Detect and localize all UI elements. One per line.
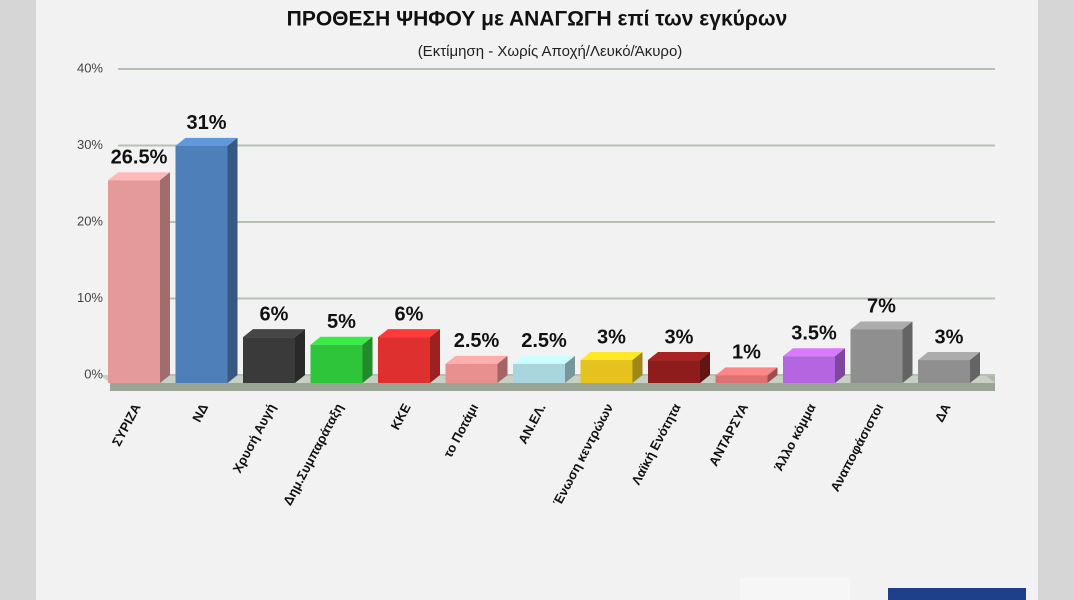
bar-side	[700, 352, 710, 383]
value-label: 26.5%	[111, 147, 168, 169]
bar-top	[580, 352, 643, 361]
bar-side	[497, 355, 508, 383]
value-label: 6%	[260, 303, 289, 325]
logo-left	[740, 578, 850, 600]
bar-side	[835, 348, 845, 383]
value-label: 3.5%	[791, 323, 837, 345]
bar-side	[632, 352, 643, 383]
bar-top	[783, 348, 845, 357]
y-tick-label: 30%	[77, 137, 103, 152]
bar-side	[970, 352, 980, 383]
bar	[108, 180, 160, 383]
chart-subtitle: (Εκτίμηση - Χωρίς Αποχή/Λευκό/Άκυρο)	[418, 43, 683, 60]
bar	[378, 337, 430, 383]
chart-title: ΠΡΟΘΕΣΗ ΨΗΦΟΥ με ΑΝΑΓΩΓΗ επί των εγκύρων	[287, 8, 788, 31]
value-label: 3%	[935, 326, 964, 348]
bar-top	[918, 352, 980, 361]
bar	[850, 329, 903, 383]
bar-top	[243, 329, 305, 338]
y-tick-label: 0%	[84, 366, 103, 381]
value-label: 7%	[867, 296, 896, 318]
value-label: 2.5%	[521, 330, 567, 352]
value-label: 3%	[597, 326, 626, 348]
bar-top	[850, 321, 913, 330]
bar	[310, 344, 363, 383]
logo-right	[888, 588, 1026, 600]
bar-side	[160, 172, 170, 383]
bar-top	[648, 352, 710, 361]
bar	[175, 145, 228, 383]
bar-top	[445, 355, 508, 364]
bar	[783, 356, 835, 383]
bar	[580, 360, 633, 383]
value-label: 1%	[732, 342, 761, 364]
bar-side	[362, 336, 373, 383]
bar-top	[715, 367, 778, 376]
y-tick-label: 40%	[77, 60, 103, 75]
bar	[918, 360, 970, 383]
y-tick-label: 20%	[77, 213, 103, 228]
bar-side	[227, 137, 238, 383]
floor-side	[985, 375, 995, 383]
bar-top	[108, 172, 170, 181]
bar	[243, 337, 295, 383]
value-label: 5%	[327, 311, 356, 333]
bar	[715, 375, 768, 383]
bar-side	[430, 329, 440, 383]
value-label: 31%	[186, 112, 226, 134]
bar-side	[565, 355, 575, 383]
floor-front	[110, 383, 995, 391]
bar-side	[767, 367, 778, 383]
value-label: 2.5%	[454, 330, 500, 352]
value-label: 3%	[665, 326, 694, 348]
bar	[445, 363, 498, 383]
bar-top	[513, 355, 575, 364]
bar-side	[902, 321, 913, 383]
bar-side	[295, 329, 305, 383]
bar-top	[310, 336, 373, 345]
y-tick-label: 10%	[77, 290, 103, 305]
bar	[513, 363, 565, 383]
value-label: 6%	[395, 303, 424, 325]
bar-top	[378, 329, 440, 338]
bar-top	[175, 137, 238, 146]
bar	[648, 360, 700, 383]
